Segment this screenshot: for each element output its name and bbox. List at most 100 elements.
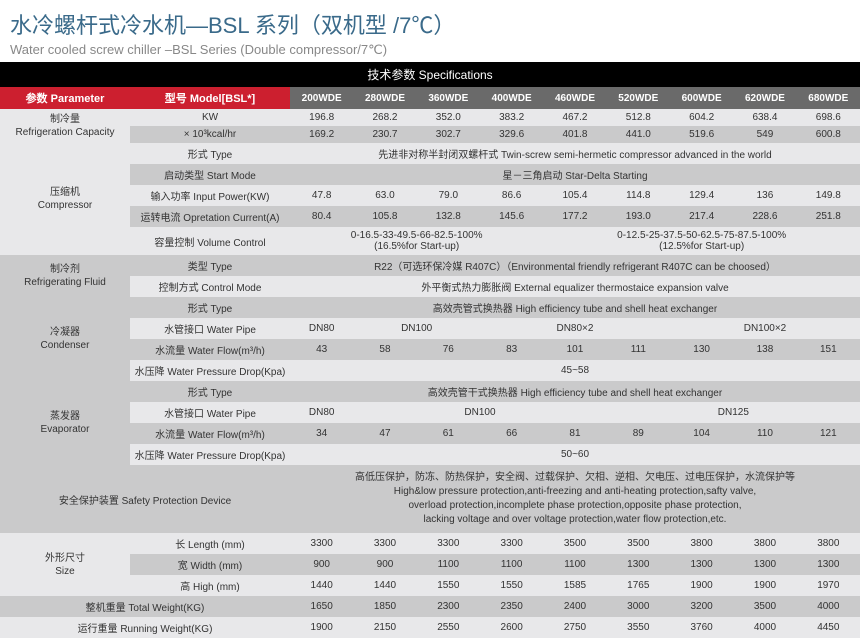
cell: 47 bbox=[353, 423, 416, 444]
label: × 10³kcal/hr bbox=[130, 126, 290, 143]
group-refrig-cap: 制冷量 Refrigeration Capacity bbox=[0, 109, 130, 143]
cell: 441.0 bbox=[607, 126, 670, 143]
cell: 1300 bbox=[733, 554, 796, 575]
cell: 3760 bbox=[670, 617, 733, 638]
cell: 1300 bbox=[797, 554, 860, 575]
label: 控制方式 Control Mode bbox=[130, 276, 290, 297]
cell: 251.8 bbox=[797, 206, 860, 227]
cell: 2750 bbox=[543, 617, 606, 638]
cell: 900 bbox=[290, 554, 353, 575]
cell: DN100 bbox=[353, 402, 606, 423]
cell: 星－三角启动 Star-Delta Starting bbox=[290, 164, 860, 185]
group-compressor: 压缩机 Compressor bbox=[0, 143, 130, 255]
model-col: 360WDE bbox=[417, 87, 480, 109]
cell: 105.8 bbox=[353, 206, 416, 227]
cell: 2600 bbox=[480, 617, 543, 638]
label: 水管接口 Water Pipe bbox=[130, 318, 290, 339]
cell: 83 bbox=[480, 339, 543, 360]
label: 水压降 Water Pressure Drop(Kpa) bbox=[130, 444, 290, 465]
cell: 3500 bbox=[607, 533, 670, 554]
cell: 58 bbox=[353, 339, 416, 360]
cell: 217.4 bbox=[670, 206, 733, 227]
cell: 79.0 bbox=[417, 185, 480, 206]
cell: 89 bbox=[607, 423, 670, 444]
cell: 110 bbox=[733, 423, 796, 444]
cell: DN80 bbox=[290, 318, 353, 339]
cell: 1100 bbox=[543, 554, 606, 575]
title-en: Water cooled screw chiller –BSL Series (… bbox=[10, 42, 850, 58]
cell: 228.6 bbox=[733, 206, 796, 227]
label: 水流量 Water Flow(m³/h) bbox=[130, 339, 290, 360]
cell: 549 bbox=[733, 126, 796, 143]
group-condenser: 冷凝器 Condenser bbox=[0, 297, 130, 381]
cell: 1585 bbox=[543, 575, 606, 596]
cell: 4000 bbox=[797, 596, 860, 617]
cell: 0-16.5-33-49.5-66-82.5-100% (16.5%for St… bbox=[290, 227, 543, 255]
cell: 3550 bbox=[607, 617, 670, 638]
label: 运转电流 Opretation Current(A) bbox=[130, 206, 290, 227]
cell: 900 bbox=[353, 554, 416, 575]
model-col: 400WDE bbox=[480, 87, 543, 109]
model-col: 200WDE bbox=[290, 87, 353, 109]
cell: 149.8 bbox=[797, 185, 860, 206]
cell: 101 bbox=[543, 339, 606, 360]
label: 形式 Type bbox=[130, 381, 290, 402]
cell: 2300 bbox=[417, 596, 480, 617]
cell: 600.8 bbox=[797, 126, 860, 143]
spec-table: 技术参数 Specifications 参数 Parameter 型号 Mode… bbox=[0, 62, 860, 638]
cell: 高效壳管式换热器 High efficiency tube and shell … bbox=[290, 297, 860, 318]
cell: 3500 bbox=[543, 533, 606, 554]
cell: 114.8 bbox=[607, 185, 670, 206]
label: 水压降 Water Pressure Drop(Kpa) bbox=[130, 360, 290, 381]
cell: 63.0 bbox=[353, 185, 416, 206]
model-col: 460WDE bbox=[543, 87, 606, 109]
title-cn: 水冷螺杆式冷水机—BSL 系列（双机型 /7℃） bbox=[10, 8, 850, 40]
cell: 151 bbox=[797, 339, 860, 360]
cell: 1100 bbox=[480, 554, 543, 575]
model-col: 680WDE bbox=[797, 87, 860, 109]
cell: 105.4 bbox=[543, 185, 606, 206]
cell: 519.6 bbox=[670, 126, 733, 143]
group-evaporator: 蒸发器 Evaporator bbox=[0, 381, 130, 465]
cell: 0-12.5-25-37.5-50-62.5-75-87.5-100% (12.… bbox=[543, 227, 860, 255]
cell: 3500 bbox=[733, 596, 796, 617]
cell: 2550 bbox=[417, 617, 480, 638]
cell: 1440 bbox=[290, 575, 353, 596]
cell: 698.6 bbox=[797, 109, 860, 126]
cell: 高效壳管干式换热器 High efficiency tube and shell… bbox=[290, 381, 860, 402]
cell: 1550 bbox=[480, 575, 543, 596]
cell: 3000 bbox=[607, 596, 670, 617]
cell: 1970 bbox=[797, 575, 860, 596]
cell: 1300 bbox=[607, 554, 670, 575]
cell: 383.2 bbox=[480, 109, 543, 126]
spec-header: 技术参数 Specifications bbox=[0, 62, 860, 87]
group-total-weight: 整机重量 Total Weight(KG) bbox=[0, 596, 290, 617]
cell: 1440 bbox=[353, 575, 416, 596]
cell: 2150 bbox=[353, 617, 416, 638]
label: 宽 Width (mm) bbox=[130, 554, 290, 575]
cell: 169.2 bbox=[290, 126, 353, 143]
model-col: 620WDE bbox=[733, 87, 796, 109]
cell: 3300 bbox=[480, 533, 543, 554]
cell: 66 bbox=[480, 423, 543, 444]
cell: R22（可选环保冷媒 R407C）（Environmental friendly… bbox=[290, 255, 860, 276]
cell: 3300 bbox=[417, 533, 480, 554]
cell: 45~58 bbox=[290, 360, 860, 381]
label: 形式 Type bbox=[130, 297, 290, 318]
cell: DN80×2 bbox=[480, 318, 670, 339]
model-col: 280WDE bbox=[353, 87, 416, 109]
cell: 1850 bbox=[353, 596, 416, 617]
cell: 1900 bbox=[670, 575, 733, 596]
cell: 34 bbox=[290, 423, 353, 444]
cell: 230.7 bbox=[353, 126, 416, 143]
cell: 1900 bbox=[290, 617, 353, 638]
cell: DN100 bbox=[353, 318, 480, 339]
group-size: 外形尺寸 Size bbox=[0, 533, 130, 596]
cell: DN80 bbox=[290, 402, 353, 423]
cell: 4450 bbox=[797, 617, 860, 638]
cell: 268.2 bbox=[353, 109, 416, 126]
cell: 329.6 bbox=[480, 126, 543, 143]
model-col: 520WDE bbox=[607, 87, 670, 109]
cell: 638.4 bbox=[733, 109, 796, 126]
group-run-weight: 运行重量 Running Weight(KG) bbox=[0, 617, 290, 638]
